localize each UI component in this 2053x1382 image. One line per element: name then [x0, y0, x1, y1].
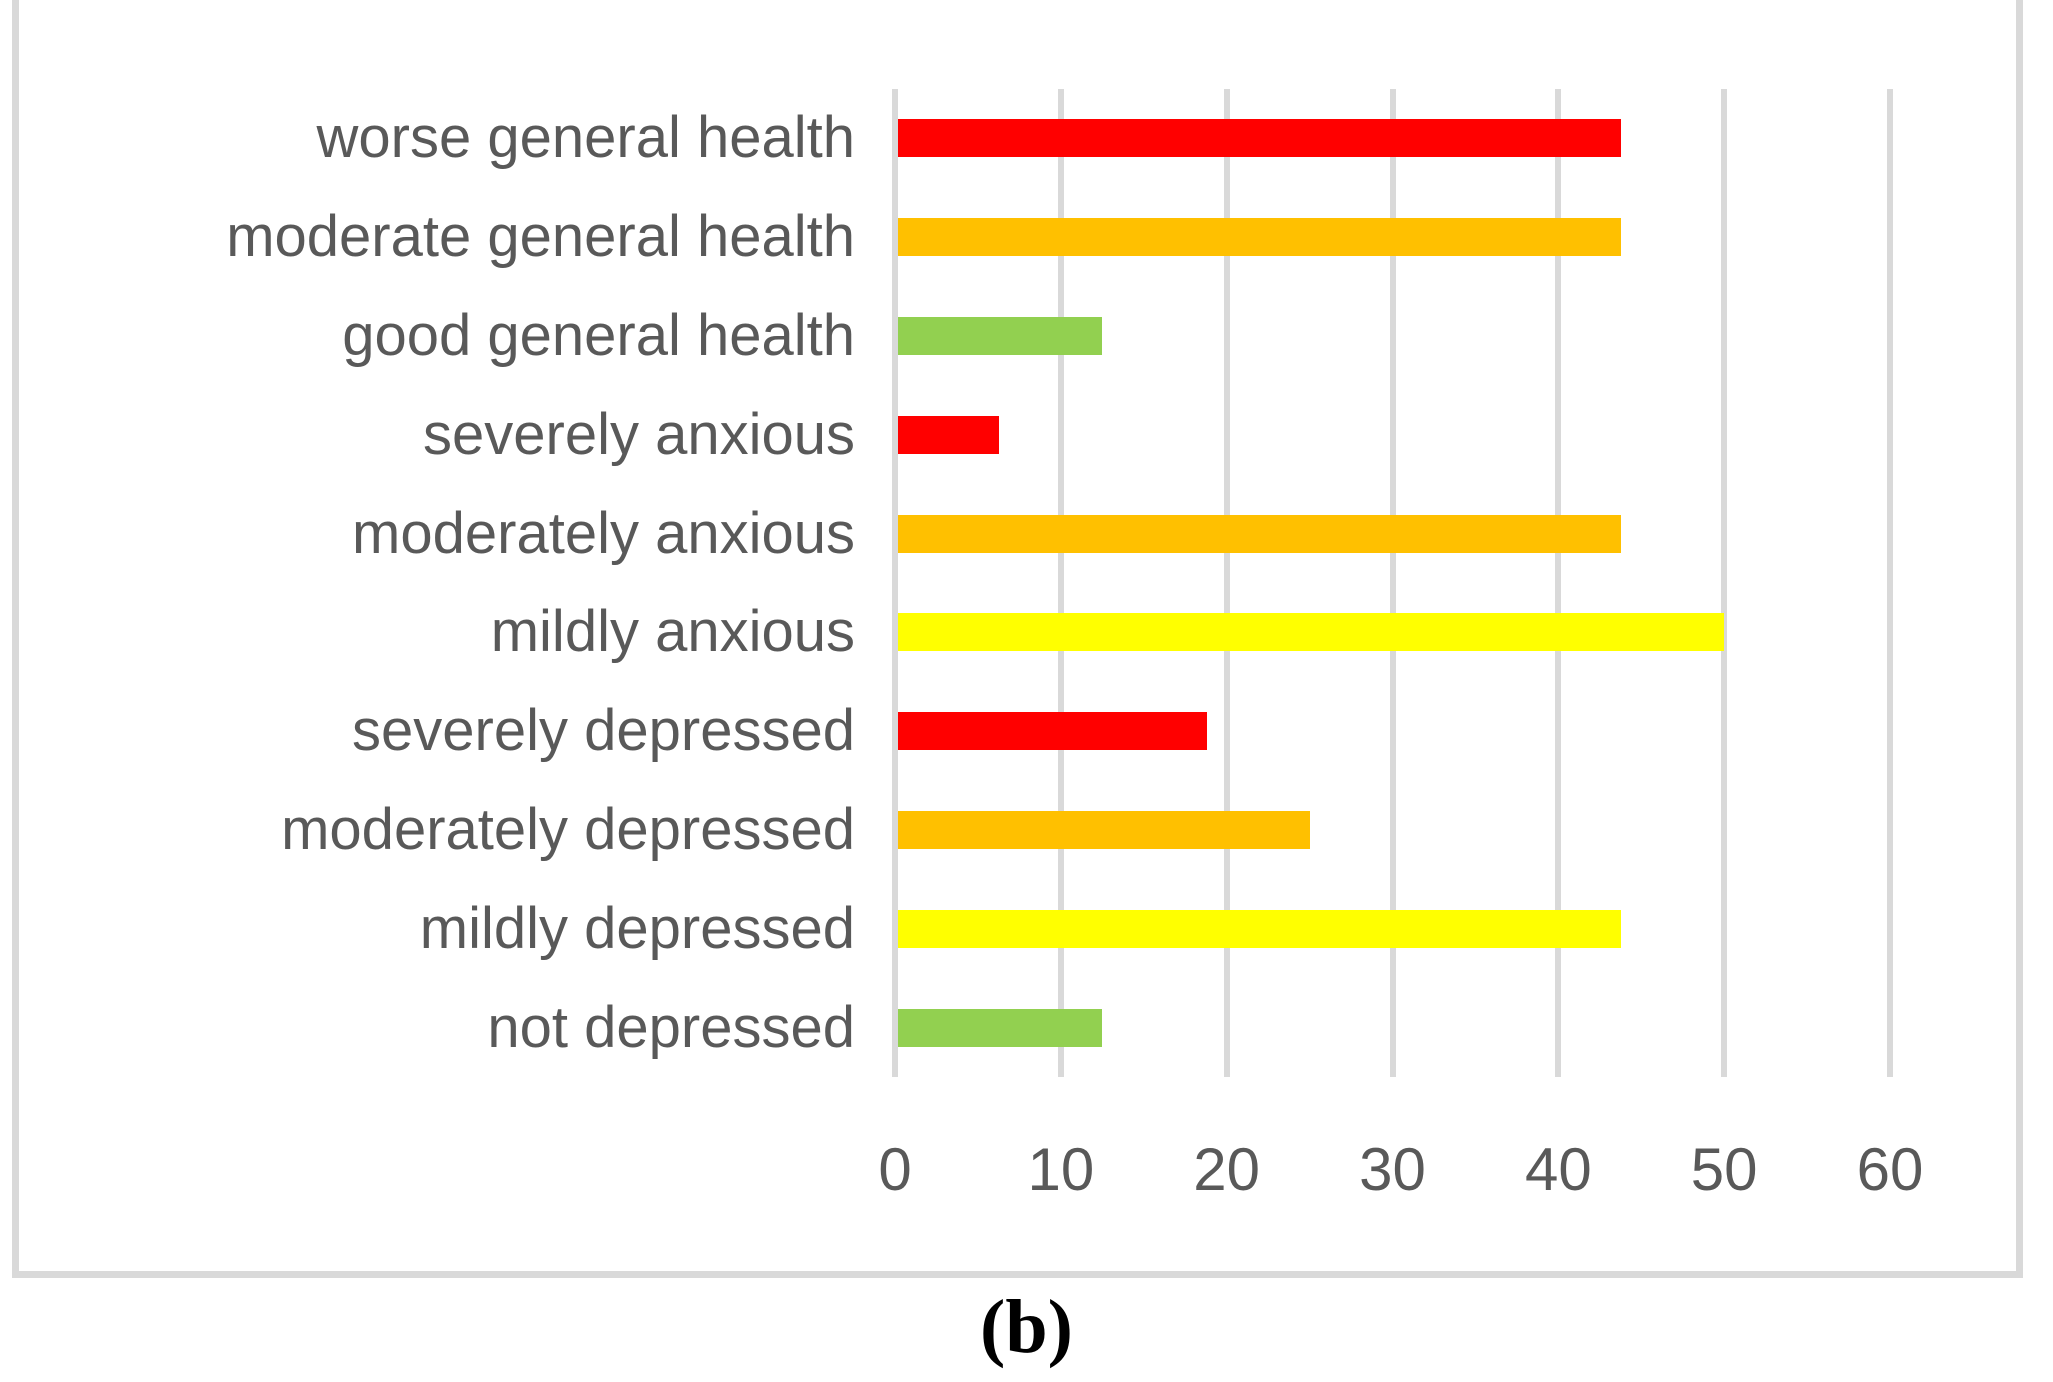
figure-caption: (b)	[980, 1285, 1073, 1369]
category-label-worse-general-health: worse general health	[316, 105, 855, 171]
x-tick-label-20: 20	[1193, 1136, 1261, 1203]
bar-not-depressed	[898, 1008, 1103, 1047]
gridline-10	[1057, 89, 1064, 1077]
x-tick-label-40: 40	[1524, 1136, 1592, 1203]
gridline-30	[1389, 89, 1396, 1077]
gridline-50	[1721, 89, 1728, 1077]
bar-moderate-general-health	[898, 218, 1622, 257]
category-label-moderately-depressed: moderately depressed	[281, 797, 855, 862]
category-label-mildly-depressed: mildly depressed	[419, 895, 855, 961]
x-tick-label-60: 60	[1856, 1136, 1924, 1203]
bar-mildly-depressed	[898, 909, 1622, 948]
category-label-not-depressed: not depressed	[487, 994, 855, 1060]
gridline-60	[1887, 89, 1893, 1077]
x-tick-label-50: 50	[1690, 1136, 1758, 1203]
category-label-mildly-anxious: mildly anxious	[490, 599, 855, 665]
category-label-moderately-anxious: moderately anxious	[352, 500, 855, 566]
category-label-severely-depressed: severely depressed	[352, 698, 855, 764]
bar-moderately-depressed	[898, 811, 1310, 849]
x-tick-label-10: 10	[1027, 1136, 1095, 1203]
x-tick-label-30: 30	[1359, 1136, 1426, 1203]
bar-severely-depressed	[898, 712, 1207, 751]
bar-mildly-anxious	[898, 613, 1725, 652]
category-label-severely-anxious: severely anxious	[423, 401, 855, 467]
bar-good-general-health	[898, 317, 1103, 355]
gridline-40	[1555, 89, 1562, 1077]
gridline-20	[1223, 89, 1230, 1077]
category-label-good-general-health: good general health	[342, 303, 855, 368]
gridline-0	[892, 89, 898, 1077]
bar-moderately-anxious	[898, 514, 1622, 553]
bar-severely-anxious	[898, 415, 1000, 454]
category-label-moderate-general-health: moderate general health	[226, 204, 855, 270]
x-tick-label-0: 0	[878, 1136, 912, 1203]
bar-worse-general-health	[898, 119, 1622, 158]
